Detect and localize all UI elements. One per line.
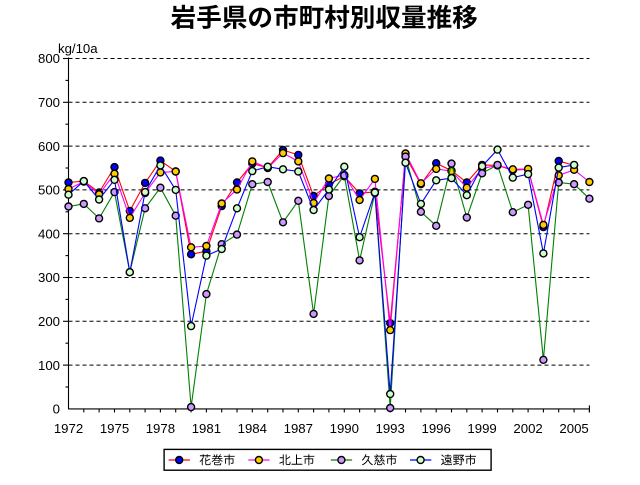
- svg-text:1984: 1984: [238, 421, 267, 436]
- svg-text:1990: 1990: [330, 421, 359, 436]
- svg-text:700: 700: [38, 95, 60, 110]
- svg-text:1981: 1981: [192, 421, 221, 436]
- svg-text:100: 100: [38, 358, 60, 373]
- svg-text:1972: 1972: [54, 421, 83, 436]
- svg-text:500: 500: [38, 183, 60, 198]
- svg-text:1987: 1987: [284, 421, 313, 436]
- svg-text:300: 300: [38, 270, 60, 285]
- svg-text:1999: 1999: [467, 421, 496, 436]
- svg-text:kg/10a: kg/10a: [58, 41, 98, 56]
- svg-text:1993: 1993: [376, 421, 405, 436]
- svg-text:2005: 2005: [559, 421, 588, 436]
- svg-text:1996: 1996: [422, 421, 451, 436]
- svg-text:800: 800: [38, 51, 60, 66]
- svg-text:0: 0: [53, 402, 60, 417]
- svg-text:400: 400: [38, 226, 60, 241]
- svg-text:200: 200: [38, 314, 60, 329]
- svg-text:600: 600: [38, 139, 60, 154]
- svg-text:1978: 1978: [146, 421, 175, 436]
- svg-text:1975: 1975: [100, 421, 129, 436]
- svg-text:2002: 2002: [513, 421, 542, 436]
